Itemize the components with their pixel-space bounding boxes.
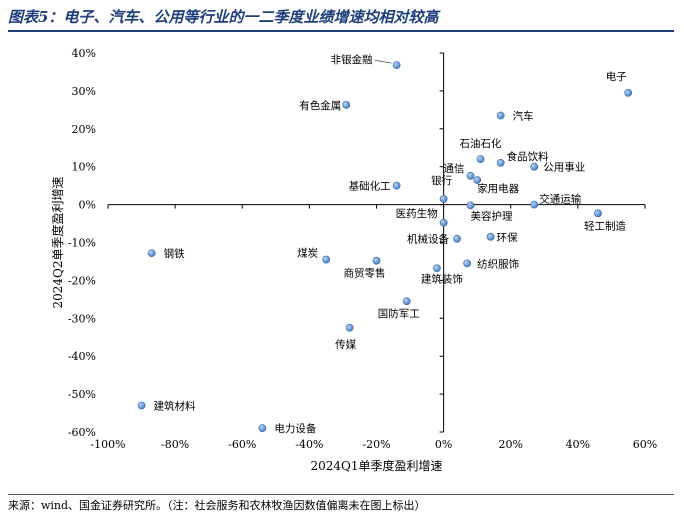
point-label: 钢铁 (164, 247, 185, 260)
point-label: 煤炭 (297, 247, 318, 260)
point-label: 商贸零售 (344, 267, 386, 280)
point-label: 电力设备 (274, 422, 316, 435)
x-tick-label: -40% (295, 438, 323, 451)
data-point (486, 232, 495, 241)
point-label: 有色金属 (299, 99, 341, 112)
point-label: 公用事业 (543, 161, 585, 174)
y-axis-label: 2024Q2单季度盈利增速 (50, 176, 65, 308)
y-tick-labels: 40% 30% 20% 10% 0% -10% -20% -30% -40% -50% -60% (68, 47, 96, 439)
point-label: 非银金融 (331, 53, 373, 66)
data-point (476, 155, 485, 164)
y-tick-label: -10% (68, 237, 96, 250)
chart-title: 图表5：电子、汽车、公用等行业的一二季度业绩增速均相对较高 (8, 8, 439, 26)
point-label: 银行 (431, 174, 452, 187)
data-point (496, 159, 505, 167)
point-label: 轻工制造 (584, 219, 626, 232)
y-tick-label: -40% (68, 350, 96, 363)
data-point (439, 195, 448, 203)
data-point (137, 401, 146, 410)
data-point (433, 264, 441, 273)
x-axis-label: 2024Q1单季度盈利增速 (310, 458, 442, 473)
y-tick-label: 20% (72, 123, 96, 136)
source-note: 来源：wind、国金证券研究所。（注：社会服务和农林牧渔因数值偏离未在图上标出） (8, 499, 426, 512)
point-label: 通信 (443, 163, 464, 175)
data-point (392, 181, 401, 190)
data-point (345, 323, 354, 332)
data-point (496, 111, 505, 120)
y-tick-label: -60% (68, 426, 96, 439)
axes (107, 52, 646, 433)
point-label: 建筑装饰 (421, 272, 463, 285)
point-label: 国防军工 (378, 307, 420, 320)
point-label: 医药生物 (396, 207, 438, 220)
point-label: 纺织服饰 (477, 257, 519, 270)
title-divider (8, 30, 674, 32)
data-point (392, 61, 401, 70)
data-point (258, 424, 267, 433)
point-label: 基础化工 (349, 180, 391, 193)
footer-divider (8, 494, 674, 495)
x-tick-label: 20% (499, 438, 523, 451)
point-label: 电子 (606, 70, 627, 83)
data-point (624, 88, 633, 97)
y-tick-label: 0% (79, 199, 96, 212)
data-point (147, 249, 156, 258)
y-tick-label: 30% (72, 85, 96, 98)
x-tick-label: 40% (566, 438, 590, 451)
x-tick-label: 0% (435, 438, 452, 451)
label-leader-line (374, 59, 392, 64)
scatter-chart: -100% -80% -60% -40% -20% 0% 20% 40% 60% 40% 30% 2… (50, 47, 657, 473)
data-point (372, 256, 381, 265)
y-tick-label: 40% (72, 47, 96, 60)
data-point (530, 162, 539, 171)
data-point (463, 259, 472, 268)
data-point (594, 209, 602, 218)
data-point (439, 218, 448, 227)
x-tick-label: 60% (633, 438, 657, 451)
point-label: 汽车 (513, 110, 534, 123)
y-tick-label: -50% (68, 388, 96, 401)
point-label: 石油石化 (460, 137, 502, 150)
point-label: 食品饮料 (507, 150, 549, 163)
y-tick-label: -30% (68, 312, 96, 325)
data-point (342, 101, 351, 109)
data-point (473, 176, 482, 184)
data-point (530, 200, 539, 209)
data-point (402, 297, 411, 306)
point-label: 美容护理 (470, 209, 512, 222)
x-tick-label: -80% (161, 438, 189, 451)
data-point (453, 234, 461, 243)
point-label: 建筑材料 (154, 399, 196, 412)
data-points (137, 61, 633, 433)
point-label: 交通运输 (539, 193, 581, 206)
data-point (466, 201, 475, 210)
y-tick-label: 10% (72, 161, 96, 174)
point-label: 家用电器 (477, 182, 519, 195)
data-point (466, 171, 475, 180)
point-label: 机械设备 (407, 233, 449, 246)
y-tick-label: -20% (68, 274, 96, 287)
x-tick-label: -60% (228, 438, 256, 451)
data-point (322, 255, 331, 264)
x-tick-label: -100% (90, 438, 125, 451)
point-label: 环保 (497, 231, 518, 244)
x-tick-labels: -100% -80% -60% -40% -20% 0% 20% 40% 60% (90, 438, 657, 451)
x-tick-label: -20% (362, 438, 390, 451)
point-label: 传媒 (335, 338, 356, 351)
